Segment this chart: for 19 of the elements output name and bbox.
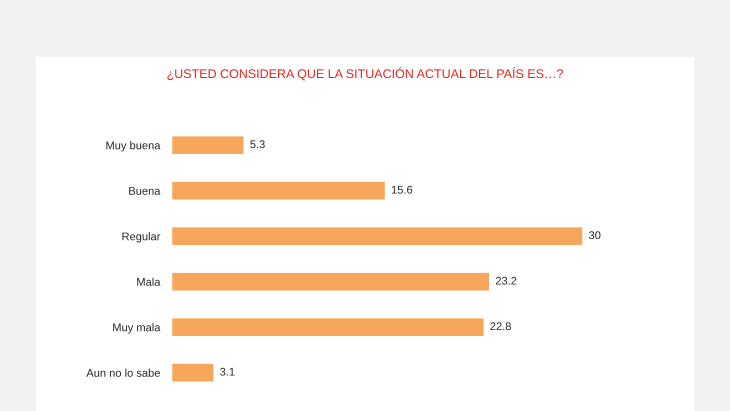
bar xyxy=(172,180,386,201)
y-tick-label: Muy mala xyxy=(113,323,160,334)
y-tick-label: Mala xyxy=(137,278,160,286)
chart-title: ¿USTED CONSIDERA QUE LA SITUACIÓN ACTUAL DEL PAÍS ES…? xyxy=(167,67,563,80)
y-tick-label: Muy buena xyxy=(106,141,160,152)
bar xyxy=(172,271,490,292)
y-tick-label: Aun no lo sabe xyxy=(86,368,160,377)
y-tick-label: Buena xyxy=(129,187,160,195)
data-label: 15.6 xyxy=(392,186,412,194)
data-label: 23.2 xyxy=(496,276,516,285)
bar xyxy=(172,362,215,383)
y-tick-label: Regular xyxy=(122,232,160,243)
data-label: 30 xyxy=(588,231,600,240)
bar xyxy=(172,226,584,246)
data-label: 3.1 xyxy=(220,368,235,376)
data-label: 22.8 xyxy=(490,322,511,330)
data-label: 5.3 xyxy=(250,140,265,148)
bar xyxy=(172,316,485,338)
bar xyxy=(172,134,245,156)
